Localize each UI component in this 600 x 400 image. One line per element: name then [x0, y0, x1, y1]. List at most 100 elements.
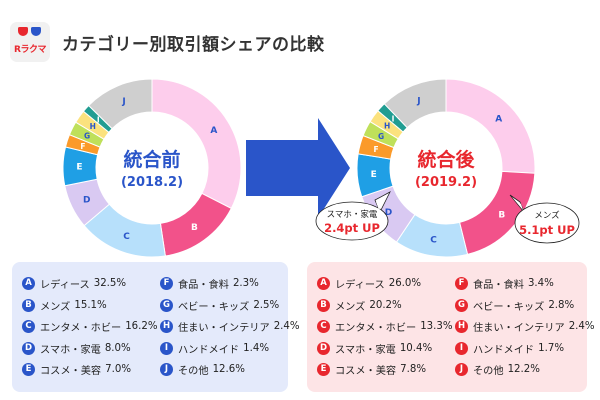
legend-badge: G: [455, 298, 468, 312]
donut-slice-j: [383, 78, 447, 129]
legend-label: コスメ・美容: [40, 366, 102, 378]
legend-label: レディース: [40, 280, 90, 292]
donut-slice-label-j: J: [416, 97, 420, 107]
donut-slice-label-j: J: [121, 97, 125, 107]
donut-slice-label-d: D: [385, 208, 392, 218]
legend-item-f: F 食品・食料 2.3%: [160, 273, 300, 295]
legend-badge: B: [22, 298, 35, 312]
donut-center-title: 統合後: [417, 148, 475, 171]
legend-label: その他: [178, 366, 209, 378]
legend-item-e: E コスメ・美容 7.8%: [317, 359, 453, 381]
donut-slice-label-a: A: [210, 126, 217, 136]
legend-badge: F: [455, 277, 468, 291]
callout-left-value: 2.4pt UP: [324, 221, 380, 235]
legend-after: A レディース 26.0% B メンズ 20.2% C エンタメ・ホビー 13.3% D スマホ・家…: [307, 262, 595, 392]
legend-badge: A: [22, 277, 35, 291]
donut-slice-j: [87, 78, 153, 130]
legend-item-b: B メンズ 15.1%: [22, 295, 158, 317]
legend-value: 10.4%: [399, 342, 433, 354]
legend-label: スマホ・家電: [335, 344, 396, 356]
legend-value: 8.0%: [104, 342, 131, 354]
legend-value: 12.2%: [507, 364, 540, 376]
donut-slice-label-c: C: [123, 232, 130, 242]
legend-item-j: J その他 12.2%: [455, 359, 595, 381]
legend-after-column-1: A レディース 26.0% B メンズ 20.2% C エンタメ・ホビー 13.3% D スマホ・家…: [317, 273, 453, 381]
legend-badge: F: [160, 277, 173, 291]
legend-label: 食品・食料: [178, 280, 229, 292]
legend-item-f: F 食品・食料 3.4%: [455, 273, 595, 295]
donut-slice-label-a: A: [495, 114, 502, 124]
callout-right: メンズ 5.1pt UP: [509, 194, 580, 244]
legend-label: ハンドメイド: [178, 344, 240, 356]
legend-value: 20.2%: [369, 299, 402, 311]
donut-slice-label-e: E: [76, 163, 82, 173]
legend-label: コスメ・美容: [335, 366, 397, 378]
legend-item-g: G ベビー・キッズ 2.8%: [455, 295, 595, 317]
legend-item-g: G ベビー・キッズ 2.5%: [160, 295, 300, 317]
legend-label: その他: [473, 366, 504, 378]
donut-slice-a: [151, 78, 242, 210]
donut-slice-label-b: B: [498, 210, 505, 220]
legend-value: 1.4%: [243, 342, 270, 354]
legend-badge: A: [317, 277, 330, 291]
legend-value: 26.0%: [388, 278, 422, 290]
callout-left: スマホ・家電 2.4pt UP: [315, 191, 391, 241]
legend-badge: B: [317, 298, 330, 312]
donut-center-subtitle: (2019.2): [415, 175, 477, 190]
donut-slice-label-e: E: [371, 170, 377, 180]
legend-item-c: C エンタメ・ホビー 16.2%: [22, 316, 158, 338]
page-title: カテゴリー別取引額シェアの比較: [62, 35, 325, 55]
callout-left-bubble: [315, 201, 389, 241]
legend-item-e: E コスメ・美容 7.0%: [22, 359, 158, 381]
legend-before: A レディース 32.5% B メンズ 15.1% C エンタメ・ホビー 16.2% D スマホ・家…: [12, 262, 300, 392]
legend-value: 32.5%: [93, 278, 127, 290]
legend-item-d: D スマホ・家電 10.4%: [317, 338, 453, 360]
legend-item-b: B メンズ 20.2%: [317, 295, 453, 317]
legend-before-column-1: A レディース 32.5% B メンズ 15.1% C エンタメ・ホビー 16.2% D スマホ・家…: [22, 273, 158, 381]
legend-badge: J: [160, 363, 173, 377]
right-arrow-icon: [246, 118, 350, 218]
legend-value: 3.4%: [527, 278, 554, 290]
donut-slice-label-i: I: [97, 115, 100, 124]
donut-slice-label-i: I: [392, 114, 395, 123]
legend-badge: E: [317, 363, 330, 377]
legend-item-h: H 住まい・インテリア 2.4%: [160, 316, 300, 338]
donut-slice-label-c: C: [430, 235, 437, 245]
legend-value: 2.3%: [232, 278, 259, 290]
callout-right-value: 5.1pt UP: [519, 223, 575, 237]
legend-value: 16.2%: [125, 321, 158, 333]
legend-badge: I: [455, 341, 468, 355]
legend-badge: I: [160, 341, 173, 355]
legend-value: 13.3%: [420, 321, 453, 333]
legend-item-d: D スマホ・家電 8.0%: [22, 338, 158, 360]
legend-badge: C: [317, 320, 330, 334]
legend-item-c: C エンタメ・ホビー 13.3%: [317, 316, 453, 338]
donut-slice-label-g: G: [84, 132, 90, 141]
legend-label: エンタメ・ホビー: [335, 323, 417, 335]
legend-item-i: I ハンドメイド 1.4%: [160, 338, 300, 360]
legend-value: 12.6%: [212, 364, 245, 376]
donut-slice-label-f: F: [373, 145, 378, 154]
shopping-bag-blue-icon: [31, 27, 41, 36]
legend-badge: D: [317, 341, 330, 355]
legend-badge: C: [22, 320, 35, 334]
legend-item-i: I ハンドメイド 1.7%: [455, 338, 595, 360]
legend-value: 1.7%: [538, 342, 565, 354]
legend-label: メンズ: [335, 301, 366, 313]
legend-item-a: A レディース 32.5%: [22, 273, 158, 295]
legend-value: 2.8%: [548, 299, 575, 311]
callout-right-tail-mask: [512, 197, 523, 210]
donut-center-subtitle: (2018.2): [121, 175, 183, 190]
callout-left-label: スマホ・家電: [327, 209, 378, 220]
legend-value: 15.1%: [74, 299, 107, 311]
legend-label: 住まい・インテリア: [178, 323, 270, 335]
legend-label: 食品・食料: [473, 280, 524, 292]
donut-center-title: 統合前: [123, 148, 180, 171]
callout-left-tail-mask: [376, 194, 388, 210]
rakuma-logo: Rラクマ: [10, 22, 50, 62]
legend-label: メンズ: [40, 301, 71, 313]
legend-value: 2.4%: [568, 321, 595, 333]
legend-badge: H: [455, 320, 468, 334]
